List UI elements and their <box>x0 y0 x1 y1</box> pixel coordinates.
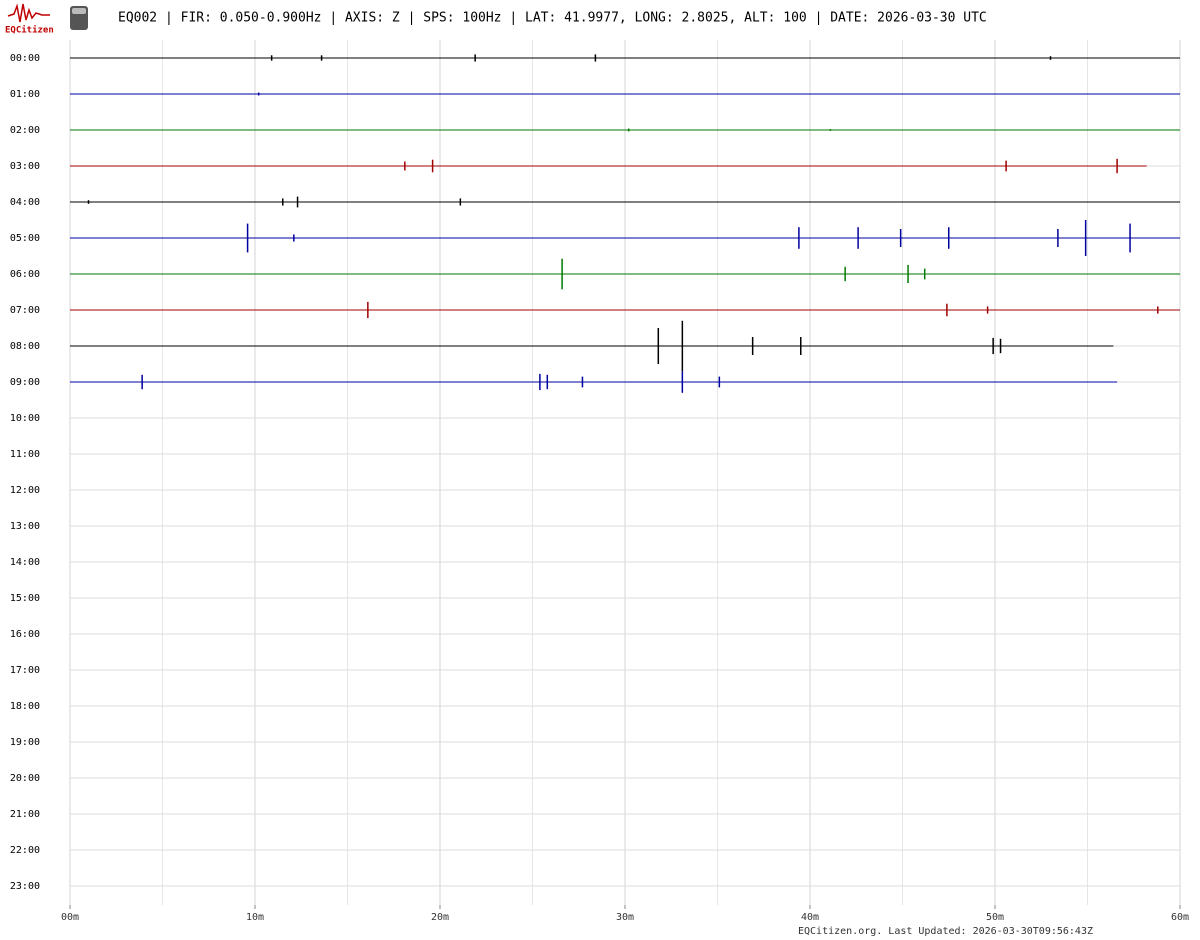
hour-label: 17:00 <box>10 665 40 676</box>
hour-label: 23:00 <box>10 881 40 892</box>
hour-label: 21:00 <box>10 809 40 820</box>
hour-label: 05:00 <box>10 233 40 244</box>
hour-label: 10:00 <box>10 413 40 424</box>
hour-label: 19:00 <box>10 737 40 748</box>
sensor-icon-top <box>72 8 86 14</box>
hour-label: 13:00 <box>10 521 40 532</box>
hour-label: 11:00 <box>10 449 40 460</box>
hour-label: 15:00 <box>10 593 40 604</box>
x-tick-label: 40m <box>801 912 819 923</box>
hour-label: 07:00 <box>10 305 40 316</box>
footer: EQCitizen.org. Last Updated: 2026-03-30T… <box>798 926 1093 937</box>
hour-label: 08:00 <box>10 341 40 352</box>
logo-wave <box>7 3 50 23</box>
hour-label: 00:00 <box>10 53 40 64</box>
x-tick-label: 20m <box>431 912 449 923</box>
hour-label: 14:00 <box>10 557 40 568</box>
hour-label: 22:00 <box>10 845 40 856</box>
x-tick-label: 30m <box>616 912 634 923</box>
hour-label: 01:00 <box>10 89 40 100</box>
hour-label: 16:00 <box>10 629 40 640</box>
hour-label: 02:00 <box>10 125 40 136</box>
hour-label: 12:00 <box>10 485 40 496</box>
logo-text: EQCitizen <box>5 25 54 36</box>
hour-label: 18:00 <box>10 701 40 712</box>
hour-label: 03:00 <box>10 161 40 172</box>
logo: EQCitizen <box>5 3 88 36</box>
x-tick-label: 00m <box>61 912 79 923</box>
hour-label: 04:00 <box>10 197 40 208</box>
x-tick-label: 10m <box>246 912 264 923</box>
x-tick-label: 60m <box>1171 912 1189 923</box>
hour-label: 06:00 <box>10 269 40 280</box>
chart-title: EQ002 | FIR: 0.050-0.900Hz | AXIS: Z | S… <box>118 11 987 26</box>
hour-label: 09:00 <box>10 377 40 388</box>
x-tick-label: 50m <box>986 912 1004 923</box>
hour-label: 20:00 <box>10 773 40 784</box>
